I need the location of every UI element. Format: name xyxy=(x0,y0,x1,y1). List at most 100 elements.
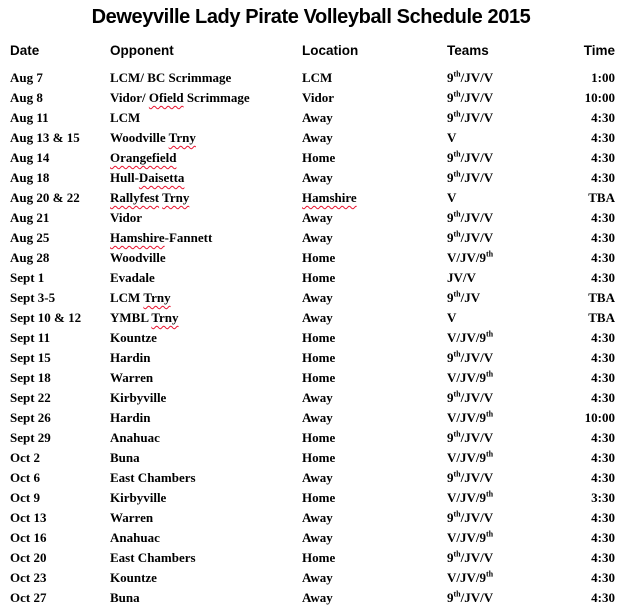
schedule-row: Aug 11 LCM Away 9th/JV/V 4:30 xyxy=(0,108,622,128)
column-header-date: Date xyxy=(10,42,40,58)
ordinal-superscript: th xyxy=(486,329,494,339)
cell-opponent: Hamshire-Fannett xyxy=(110,230,213,245)
cell-teams: 9th/JV/V xyxy=(447,89,494,105)
cell-time: 4:30 xyxy=(591,450,615,465)
cell-date: Aug 13 & 15 xyxy=(10,130,80,145)
cell-location: Away xyxy=(302,130,333,145)
ordinal-superscript: th xyxy=(453,149,461,159)
cell-teams: 9th/JV/V xyxy=(447,549,494,565)
schedule-row: Oct 2 Buna Home V/JV/9th 4:30 xyxy=(0,448,622,468)
cell-date: Sept 22 xyxy=(10,390,51,405)
ordinal-superscript: th xyxy=(486,369,494,379)
cell-date: Sept 11 xyxy=(10,330,51,345)
cell-location: Away xyxy=(302,410,333,425)
cell-time: 4:30 xyxy=(591,390,615,405)
cell-opponent: LCM xyxy=(110,110,141,125)
cell-time: 4:30 xyxy=(591,150,615,165)
schedule-row: Aug 25 Hamshire-Fannett Away 9th/JV/V 4:… xyxy=(0,228,622,248)
cell-opponent: East Chambers xyxy=(110,550,196,565)
cell-opponent: Kirbyville xyxy=(110,490,167,505)
schedule-row: Aug 21 Vidor Away 9th/JV/V 4:30 xyxy=(0,208,622,228)
misspelled-text: Ofield xyxy=(148,90,184,105)
schedule-row: Oct 20 East Chambers Home 9th/JV/V 4:30 xyxy=(0,548,622,568)
cell-location: Away xyxy=(302,310,333,325)
cell-date: Aug 8 xyxy=(10,90,43,105)
schedule-row: Oct 27 Buna Away 9th/JV/V 4:30 xyxy=(0,588,622,608)
cell-teams: 9th/JV/V xyxy=(447,169,494,185)
schedule-row: Sept 18 Warren Home V/JV/9th 4:30 xyxy=(0,368,622,388)
ordinal-superscript: th xyxy=(453,69,461,79)
ordinal-superscript: th xyxy=(453,509,461,519)
ordinal-superscript: th xyxy=(453,89,461,99)
cell-location: Home xyxy=(302,550,336,565)
cell-teams: 9th/JV/V xyxy=(447,389,494,405)
cell-location: Away xyxy=(302,530,333,545)
cell-date: Aug 25 xyxy=(10,230,50,245)
table-header-row: Date Opponent Location Teams Time xyxy=(0,40,622,60)
schedule-row: Sept 26 Hardin Away V/JV/9th 10:00 xyxy=(0,408,622,428)
cell-date: Oct 23 xyxy=(10,570,47,585)
cell-location: Away xyxy=(302,210,333,225)
cell-date: Sept 26 xyxy=(10,410,51,425)
cell-opponent: Warren xyxy=(110,370,154,385)
cell-time: 4:30 xyxy=(591,170,615,185)
cell-location: Away xyxy=(302,390,333,405)
cell-teams: V/JV/9th xyxy=(447,489,494,505)
cell-opponent: Kountze xyxy=(110,330,157,345)
cell-date: Sept 18 xyxy=(10,370,51,385)
ordinal-superscript: th xyxy=(486,529,494,539)
misspelled-text: Hamshire xyxy=(302,190,357,205)
schedule-row: Oct 23 Kountze Away V/JV/9th 4:30 xyxy=(0,568,622,588)
cell-time: 4:30 xyxy=(591,110,615,125)
cell-time: 4:30 xyxy=(591,550,615,565)
cell-teams: 9th/JV/V xyxy=(447,349,494,365)
misspelled-text: Trny xyxy=(151,310,179,325)
cell-teams: 9th/JV/V xyxy=(447,429,494,445)
cell-time: 4:30 xyxy=(591,510,615,525)
cell-location: LCM xyxy=(302,70,333,85)
cell-location: Home xyxy=(302,350,336,365)
cell-teams: V/JV/9th xyxy=(447,529,494,545)
ordinal-superscript: th xyxy=(453,209,461,219)
cell-time: 1:00 xyxy=(591,70,615,85)
cell-date: Sept 29 xyxy=(10,430,51,445)
cell-location: Away xyxy=(302,170,333,185)
cell-date: Oct 6 xyxy=(10,470,40,485)
cell-opponent: Warren xyxy=(110,510,154,525)
cell-teams: V/JV/9th xyxy=(447,369,494,385)
cell-teams: 9th/JV/V xyxy=(447,69,494,85)
cell-location: Away xyxy=(302,510,333,525)
misspelled-text: Trny xyxy=(143,290,171,305)
schedule-row: Aug 8 Vidor/ Ofield Scrimmage Vidor 9th/… xyxy=(0,88,622,108)
ordinal-superscript: th xyxy=(453,229,461,239)
schedule-page: Deweyville Lady Pirate Volleyball Schedu… xyxy=(0,4,622,612)
ordinal-superscript: th xyxy=(453,289,461,299)
cell-date: Aug 21 xyxy=(10,210,50,225)
cell-location: Home xyxy=(302,250,336,265)
cell-teams: JV/V xyxy=(447,270,476,285)
cell-location: Home xyxy=(302,450,336,465)
cell-location: Home xyxy=(302,270,336,285)
ordinal-superscript: th xyxy=(486,489,494,499)
cell-time: 4:30 xyxy=(591,430,615,445)
cell-date: Sept 3-5 xyxy=(10,290,56,305)
cell-teams: 9th/JV/V xyxy=(447,149,494,165)
ordinal-superscript: th xyxy=(453,589,461,599)
cell-opponent: Evadale xyxy=(110,270,155,285)
cell-time: 4:30 xyxy=(591,270,615,285)
schedule-row: Sept 11 Kountze Home V/JV/9th 4:30 xyxy=(0,328,622,348)
column-header-location: Location xyxy=(302,42,359,58)
cell-teams: V/JV/9th xyxy=(447,569,494,585)
misspelled-text: Trny xyxy=(162,190,190,205)
schedule-document: { "title": "Deweyville Lady Pirate Volle… xyxy=(0,4,622,612)
cell-teams: V xyxy=(447,190,457,205)
misspelled-text: Hamshire xyxy=(110,230,165,245)
cell-date: Oct 13 xyxy=(10,510,47,525)
schedule-row: Sept 3-5 LCM Trny Away 9th/JV TBA xyxy=(0,288,622,308)
cell-location: Vidor xyxy=(302,90,335,105)
ordinal-superscript: th xyxy=(453,349,461,359)
cell-time: 4:30 xyxy=(591,330,615,345)
cell-teams: V xyxy=(447,130,457,145)
cell-date: Oct 16 xyxy=(10,530,47,545)
cell-location: Away xyxy=(302,570,333,585)
